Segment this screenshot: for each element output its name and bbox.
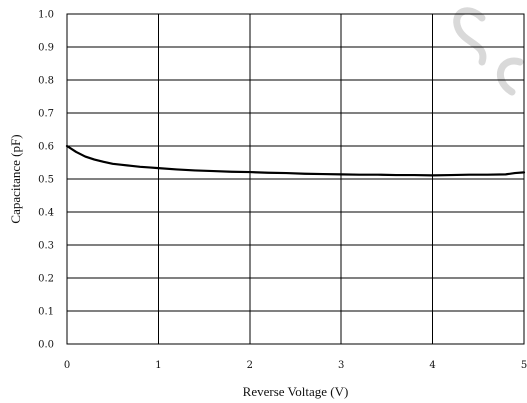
grid-lines [66,13,525,345]
plot-area [65,144,526,177]
y-tick-label: 0.3 [38,241,54,252]
x-axis-label: Reverse Voltage (V) [243,384,349,399]
x-tick-label: 3 [338,360,344,371]
x-tick-label: 1 [155,360,161,371]
x-tick-labels: 0 1 2 3 4 5 [64,360,527,371]
x-tick-label: 5 [521,360,527,371]
y-tick-label: 0.2 [38,274,54,285]
y-tick-labels: 0.0 0.1 0.2 0.3 0.4 0.5 0.6 0.7 0.8 0.9 1.0 [38,10,54,351]
y-tick-label: 0.9 [38,43,54,54]
y-tick-label: 0.0 [38,340,54,351]
watermark [453,7,524,96]
y-tick-label: 0.5 [38,175,54,186]
y-tick-label: 0.1 [38,307,54,318]
x-tick-label: 4 [429,360,435,371]
y-tick-label: 0.4 [38,208,54,219]
y-tick-label: 0.8 [38,76,54,87]
capacitance-curve [65,144,526,177]
y-tick-label: 1.0 [38,10,54,21]
y-tick-label: 0.6 [38,142,54,153]
y-tick-label: 0.7 [38,109,54,120]
y-axis-label: Capacitance (pF) [8,134,23,223]
x-tick-label: 2 [247,360,253,371]
x-tick-label: 0 [64,360,70,371]
plot-frame [66,13,525,345]
